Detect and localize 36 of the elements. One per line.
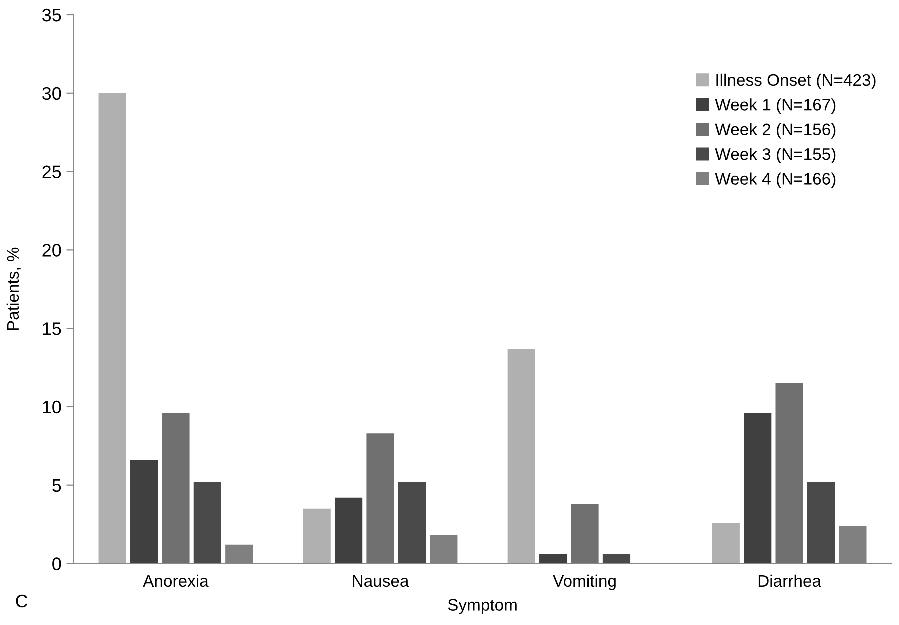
legend-label: Week 1 (N=167) xyxy=(715,98,836,114)
x-axis-title: Symptom xyxy=(448,599,517,614)
y-tick-label: 0 xyxy=(52,558,62,570)
legend-label: Week 3 (N=155) xyxy=(715,148,836,164)
bar xyxy=(508,348,536,564)
x-tick-label: Diarrhea xyxy=(758,574,822,588)
bar xyxy=(303,508,331,564)
bar xyxy=(571,504,599,564)
bar xyxy=(398,482,426,564)
y-tick-label: 20 xyxy=(42,244,62,257)
bar xyxy=(334,498,363,564)
y-axis-title: Patients, % xyxy=(6,248,22,330)
text: C xyxy=(16,594,28,608)
bar xyxy=(602,554,631,564)
bar xyxy=(540,554,568,564)
bar xyxy=(712,522,740,564)
bar xyxy=(366,434,394,564)
legend-label: Illness Onset (N=423) xyxy=(716,74,876,90)
bar xyxy=(194,482,222,564)
y-tick-label: 25 xyxy=(42,166,62,179)
bar xyxy=(776,383,804,564)
y-tick-label: 30 xyxy=(42,87,62,100)
bar xyxy=(807,482,836,564)
y-tick-label: 35 xyxy=(42,8,62,22)
x-tick-label: Nausea xyxy=(353,575,410,588)
x-tick-label: Anorexia xyxy=(143,574,209,588)
y-tick-label: 15 xyxy=(43,322,62,336)
legend-label: Week 4 (N=166) xyxy=(715,172,836,188)
bar xyxy=(98,93,126,564)
x-tick-label: Vomiting xyxy=(553,574,616,590)
y-tick-label: 10 xyxy=(43,400,62,414)
legend-label: Week 2 (N=156) xyxy=(715,123,836,139)
bar xyxy=(130,460,158,564)
bar xyxy=(162,413,190,564)
y-tick-label: 5 xyxy=(52,479,62,492)
bar xyxy=(744,413,772,564)
